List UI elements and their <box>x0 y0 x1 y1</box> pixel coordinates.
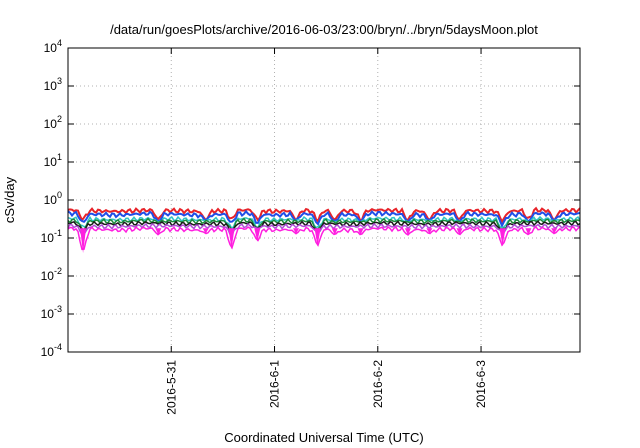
x-tick-label: 2016-6-1 <box>268 360 282 408</box>
series-layer <box>67 206 581 254</box>
dip-spike <box>228 228 235 250</box>
dip-spike <box>404 228 411 235</box>
x-tick-label: 2016-6-2 <box>371 360 385 408</box>
y-tick-label: 104 <box>44 38 62 55</box>
x-axis: 2016-5-31 2016-6-1 2016-6-2 2016-6-3 <box>164 48 488 415</box>
dip-spike <box>202 228 209 234</box>
chart-title: /data/run/goesPlots/archive/2016-06-03/2… <box>110 22 538 37</box>
y-tick-label: 10-2 <box>41 266 62 283</box>
dip-spike <box>254 228 261 242</box>
dip-spike <box>499 228 506 247</box>
dip-spike <box>357 228 364 235</box>
y-tick-label: 10-4 <box>41 342 62 359</box>
series-line <box>67 209 581 229</box>
y-axis-label: cSv/day <box>2 176 17 223</box>
dip-spike <box>426 228 433 234</box>
y-tick-label: 10-3 <box>41 304 62 321</box>
dip-spike <box>314 228 321 247</box>
series-line <box>67 215 581 231</box>
dip-spike <box>80 228 87 254</box>
y-tick-label: 100 <box>44 190 62 207</box>
y-tick-label: 103 <box>44 76 62 93</box>
series-line <box>67 220 581 236</box>
y-tick-label: 101 <box>44 152 62 169</box>
dip-spike <box>525 228 532 235</box>
dip-spike <box>155 228 162 235</box>
x-axis-label: Coordinated Universal Time (UTC) <box>224 430 423 445</box>
dip-spike <box>293 228 300 234</box>
x-tick-label: 2016-6-3 <box>474 360 488 408</box>
series-line <box>67 225 581 251</box>
y-axis: 10-4 10-3 10-2 10-1 100 101 102 103 104 <box>41 38 580 359</box>
dip-spike <box>331 228 338 235</box>
x-tick-label: 2016-5-31 <box>164 360 178 415</box>
y-tick-label: 10-1 <box>41 228 62 245</box>
dip-spike <box>551 228 558 234</box>
series-line <box>67 217 581 232</box>
dip-spike <box>456 228 463 235</box>
series-line <box>67 222 581 237</box>
y-tick-label: 102 <box>44 114 62 131</box>
series-line <box>67 206 581 224</box>
grid-layer <box>68 48 580 352</box>
